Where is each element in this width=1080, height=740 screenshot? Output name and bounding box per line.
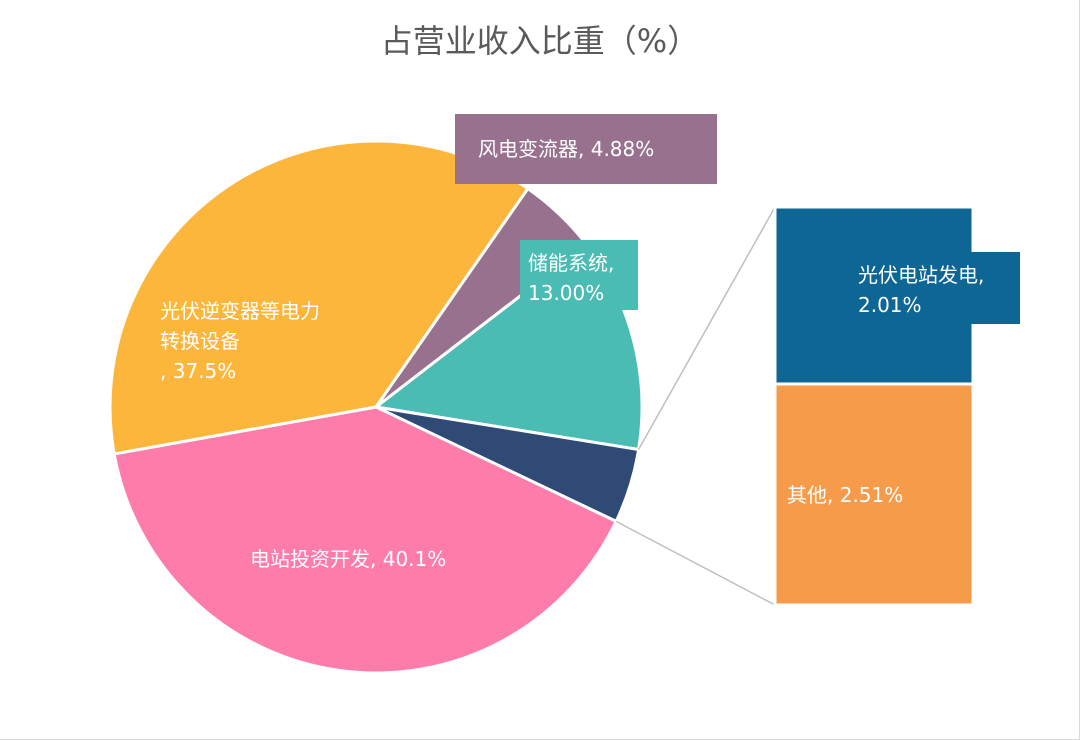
breakout-segment-1 [773,382,975,607]
label-pv-generation-value: 2.01% [858,293,922,317]
label-energy-storage-value: 13.00% [528,281,604,305]
label-inverter-line2: 转换设备 [160,329,240,353]
pie-slices [108,139,644,675]
label-box-pv-generation [845,252,1020,324]
chart-title: 占营业收入比重（%） [381,22,699,60]
breakout-connectors [615,206,776,606]
label-other: 其他, 2.51% [787,483,903,507]
label-energy-storage: 储能系统, [528,251,614,275]
label-wind-converter: 风电变流器, 4.88% [478,137,654,161]
connector-line-bottom [615,520,776,606]
pie-slice-2 [112,405,618,675]
connector-line-top [637,206,776,450]
label-inverter-value: , 37.5% [160,359,236,383]
label-box-energy-storage [520,240,638,310]
label-inverter-line1: 光伏逆变器等电力 [160,299,320,323]
label-pv-generation: 光伏电站发电, [858,263,984,287]
pie-slice-3 [108,139,530,456]
label-power-station-dev: 电站投资开发, 40.1% [250,547,446,571]
label-box-wind-converter [455,114,717,184]
